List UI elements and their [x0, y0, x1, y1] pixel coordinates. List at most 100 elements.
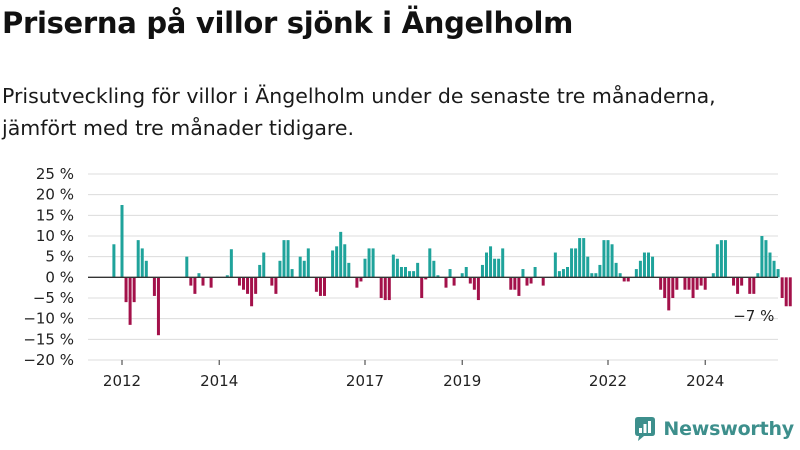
bar — [282, 240, 286, 278]
y-axis-labels: −20 % −15 % −10 % −5 % 0 % 5 % 10 % 15 % 20 % 25 … — [23, 165, 74, 369]
bar — [756, 273, 760, 278]
bar — [197, 273, 201, 278]
bar — [598, 264, 602, 278]
bar — [331, 250, 335, 278]
bar — [444, 277, 448, 288]
chart-subtitle: Prisutveckling för villor i Ängelholm un… — [2, 84, 716, 140]
bar — [675, 277, 679, 290]
bar — [140, 248, 144, 278]
bar — [566, 267, 569, 278]
bar — [416, 262, 420, 278]
bar — [436, 275, 440, 278]
bar — [404, 267, 407, 278]
bar — [112, 244, 116, 278]
y-tick-label: 5 % — [45, 248, 74, 266]
bar — [209, 277, 213, 288]
y-tick-label: −20 % — [23, 351, 74, 369]
bar — [144, 260, 148, 278]
bar — [408, 271, 412, 278]
bar — [578, 238, 582, 278]
bar — [448, 269, 452, 278]
bar — [290, 269, 294, 278]
bar — [262, 252, 266, 278]
bar — [225, 275, 229, 278]
y-tick-label: 10 % — [36, 227, 74, 245]
bar — [570, 248, 574, 278]
bar — [776, 269, 780, 278]
bar — [189, 277, 193, 286]
bar — [723, 240, 727, 278]
bar — [278, 260, 282, 278]
bar — [136, 240, 140, 278]
bars — [112, 205, 792, 336]
bar — [128, 277, 132, 325]
chart-title: Priserna på villor sjönk i Ängelholm — [2, 6, 574, 40]
bar — [274, 277, 278, 294]
bar — [476, 277, 480, 301]
bar — [780, 277, 784, 298]
bar — [760, 236, 764, 278]
bar — [156, 277, 160, 336]
bar — [651, 256, 655, 278]
bar — [618, 273, 622, 278]
bar — [606, 240, 610, 278]
bar — [493, 258, 497, 278]
bar-chart-logo-icon — [635, 417, 656, 441]
bar — [120, 205, 124, 278]
bar — [768, 252, 772, 278]
bar — [464, 267, 468, 278]
x-tick-label: 2014 — [200, 372, 238, 390]
bar — [363, 258, 367, 278]
bar — [622, 277, 626, 282]
brand-logo: Newsworthy — [633, 414, 794, 444]
bar — [395, 258, 399, 278]
bar — [533, 267, 537, 278]
bar — [258, 264, 262, 278]
bar — [561, 269, 565, 278]
bar — [719, 240, 723, 278]
bar — [485, 252, 488, 278]
x-tick-label: 2022 — [589, 372, 627, 390]
bar — [715, 244, 719, 278]
bar — [399, 267, 403, 278]
bar — [250, 277, 254, 307]
bar — [229, 249, 233, 278]
bar — [314, 277, 318, 292]
bar — [201, 277, 205, 286]
bar — [663, 277, 667, 298]
bar — [323, 277, 326, 296]
bar — [529, 277, 533, 284]
bar — [359, 277, 363, 282]
bar — [286, 240, 290, 278]
bar — [355, 277, 359, 288]
bar — [586, 256, 590, 278]
bar — [387, 277, 391, 301]
bar — [371, 248, 375, 278]
bar — [659, 277, 663, 290]
y-tick-label: −5 % — [33, 289, 74, 307]
bar — [480, 264, 484, 278]
bar — [391, 254, 395, 278]
bar — [270, 277, 274, 286]
bar — [711, 273, 715, 278]
bar — [242, 277, 245, 290]
x-tick-label: 2017 — [346, 372, 384, 390]
y-tick-label: −10 % — [23, 310, 74, 328]
bar — [452, 277, 456, 286]
bar — [647, 252, 650, 278]
bar — [383, 277, 387, 301]
bar — [703, 277, 707, 290]
bar — [497, 258, 501, 278]
y-tick-label: 25 % — [36, 165, 74, 183]
bar — [432, 260, 436, 278]
bar — [764, 240, 768, 278]
bar — [574, 248, 578, 278]
y-tick-label: 20 % — [36, 186, 74, 204]
bar — [460, 273, 464, 278]
bar — [501, 248, 505, 278]
y-tick-label: 15 % — [36, 206, 74, 224]
y-tick-label: −15 % — [23, 330, 74, 348]
bar — [610, 244, 614, 278]
bar — [691, 277, 695, 298]
bar — [772, 260, 776, 278]
